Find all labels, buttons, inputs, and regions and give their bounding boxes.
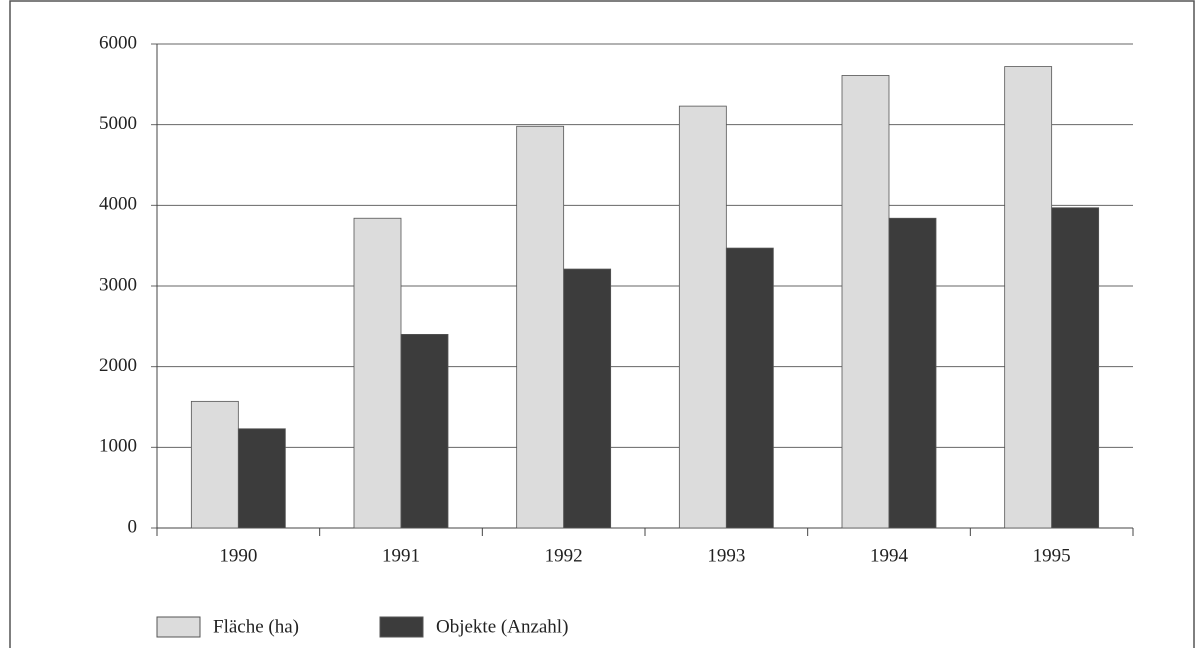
bar — [725, 247, 774, 529]
frame — [9, 0, 1195, 648]
x-tick-label: 1992 — [545, 545, 583, 566]
bar — [563, 268, 612, 529]
legend-label: Objekte (Anzahl) — [436, 616, 568, 637]
bar — [400, 333, 449, 529]
bar — [237, 428, 286, 529]
bar — [841, 75, 890, 529]
bar — [353, 217, 402, 529]
y-tick-label: 3000 — [99, 274, 137, 295]
bar — [678, 105, 727, 529]
bar — [1051, 207, 1100, 529]
legend-swatch — [379, 616, 424, 638]
y-tick-label: 5000 — [99, 113, 137, 134]
y-tick-label: 0 — [128, 516, 138, 537]
y-tick-label: 2000 — [99, 355, 137, 376]
x-tick-label: 1994 — [870, 545, 909, 566]
x-tick-label: 1990 — [219, 545, 257, 566]
bar — [1004, 66, 1053, 529]
y-tick-label: 4000 — [99, 194, 137, 215]
x-tick-label: 1995 — [1033, 545, 1071, 566]
y-tick-label: 6000 — [99, 32, 137, 53]
bar — [190, 400, 239, 529]
x-tick-label: 1993 — [707, 545, 745, 566]
legend-swatch — [156, 616, 201, 638]
x-tick-label: 1991 — [382, 545, 420, 566]
bar — [888, 217, 937, 529]
bar — [516, 125, 565, 529]
legend-label: Fläche (ha) — [213, 616, 299, 637]
y-tick-label: 1000 — [99, 436, 137, 457]
